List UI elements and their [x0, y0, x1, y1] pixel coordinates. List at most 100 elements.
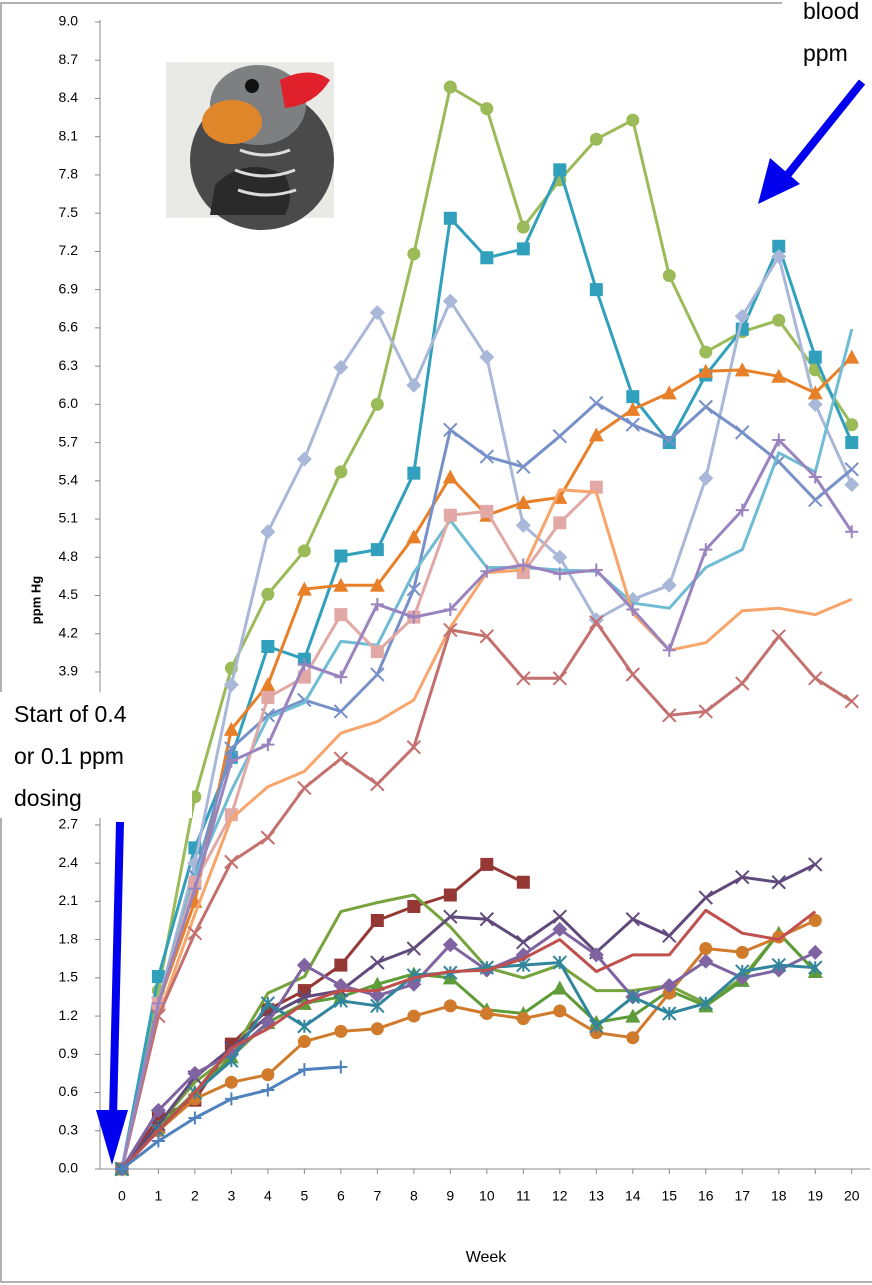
- marker: [553, 163, 567, 177]
- x-tick-label: 20: [844, 1188, 860, 1204]
- y-tick-label: 0.0: [59, 1160, 79, 1176]
- marker: [589, 563, 603, 577]
- marker: [808, 470, 822, 484]
- y-tick-label: 6.3: [59, 357, 79, 373]
- marker: [844, 349, 860, 364]
- y-tick-label: 1.8: [59, 930, 79, 946]
- marker: [151, 1134, 165, 1148]
- y-tick-label: 0.9: [59, 1045, 79, 1061]
- marker: [407, 1009, 421, 1023]
- marker: [698, 996, 713, 1011]
- marker: [552, 980, 568, 995]
- y-tick-label: 3.9: [59, 663, 79, 679]
- marker: [188, 882, 202, 896]
- x-tick-label: 13: [589, 1188, 605, 1204]
- marker: [772, 433, 786, 447]
- y-tick-label: 8.4: [59, 89, 79, 105]
- series-line: [120, 863, 816, 1170]
- marker: [662, 708, 677, 723]
- x-tick-label: 7: [373, 1188, 381, 1204]
- y-tick-label: 5.4: [59, 472, 79, 488]
- marker: [479, 449, 495, 464]
- marker: [334, 1060, 348, 1074]
- marker: [589, 480, 603, 494]
- x-tick-label: 0: [118, 1188, 126, 1204]
- y-tick-label: 4.8: [59, 548, 79, 564]
- marker: [698, 363, 714, 378]
- marker: [516, 459, 531, 474]
- y-tick-label: 0.3: [59, 1121, 79, 1137]
- x-tick-label: 4: [264, 1188, 272, 1204]
- marker: [334, 465, 348, 479]
- marker: [370, 998, 385, 1014]
- marker: [808, 960, 823, 975]
- marker: [333, 704, 349, 719]
- y-tick-label: 4.2: [59, 624, 79, 640]
- marker: [406, 941, 422, 956]
- marker: [807, 385, 823, 400]
- marker: [807, 396, 823, 412]
- x-tick-label: 6: [337, 1188, 345, 1204]
- marker: [625, 667, 641, 682]
- marker: [553, 516, 567, 530]
- marker: [845, 525, 859, 539]
- marker: [261, 587, 275, 601]
- marker: [224, 1053, 239, 1068]
- marker: [260, 677, 276, 692]
- marker: [552, 921, 568, 937]
- marker: [479, 629, 495, 644]
- marker: [370, 645, 384, 659]
- y-tick-label: 1.2: [59, 1007, 79, 1023]
- marker: [771, 368, 787, 383]
- marker: [480, 564, 494, 578]
- x-tick-label: 17: [734, 1188, 750, 1204]
- marker: [480, 251, 494, 265]
- y-tick-label: 7.2: [59, 242, 79, 258]
- marker: [370, 776, 385, 792]
- marker: [807, 944, 823, 960]
- marker: [261, 1068, 275, 1082]
- marker: [625, 912, 641, 927]
- annotation-text: Start of 0.4: [14, 701, 127, 727]
- annotation-text: ppm: [803, 40, 848, 66]
- marker: [406, 377, 422, 393]
- marker: [260, 830, 276, 845]
- marker: [808, 857, 823, 872]
- x-tick-label: 2: [191, 1188, 199, 1204]
- marker: [188, 1111, 202, 1125]
- marker: [443, 603, 457, 617]
- x-tick-label: 14: [625, 1188, 641, 1204]
- marker: [297, 1035, 311, 1049]
- marker: [333, 751, 349, 766]
- annotation-blood: blood ppm: [758, 0, 872, 204]
- marker: [297, 657, 311, 671]
- marker: [480, 857, 494, 871]
- marker: [552, 549, 568, 565]
- marker: [442, 937, 458, 953]
- marker: [369, 305, 385, 321]
- marker: [698, 399, 713, 415]
- marker: [297, 1019, 312, 1034]
- y-tick-label: 5.7: [59, 433, 79, 449]
- marker: [223, 721, 239, 736]
- marker: [625, 1008, 641, 1023]
- marker: [442, 293, 458, 309]
- plot-area: 0.0 0.3 0.6 0.9 1.2 1.5 1.8 2.1 2.4 2.7 3.9 4.2 4.5 4…: [59, 13, 870, 1204]
- annotation-text: dosing: [14, 785, 82, 811]
- marker: [334, 670, 348, 684]
- marker: [333, 993, 349, 1008]
- marker: [589, 615, 604, 630]
- marker: [480, 102, 494, 116]
- series-line: [120, 893, 817, 1170]
- x-tick-label: 1: [154, 1188, 162, 1204]
- y-tick-label: 1.5: [59, 969, 79, 985]
- marker: [370, 955, 385, 970]
- marker: [626, 1031, 640, 1045]
- marker: [370, 667, 385, 682]
- marker: [771, 248, 787, 264]
- marker: [699, 942, 713, 956]
- marker: [625, 989, 641, 1005]
- marker: [224, 808, 238, 822]
- marker: [334, 1024, 348, 1038]
